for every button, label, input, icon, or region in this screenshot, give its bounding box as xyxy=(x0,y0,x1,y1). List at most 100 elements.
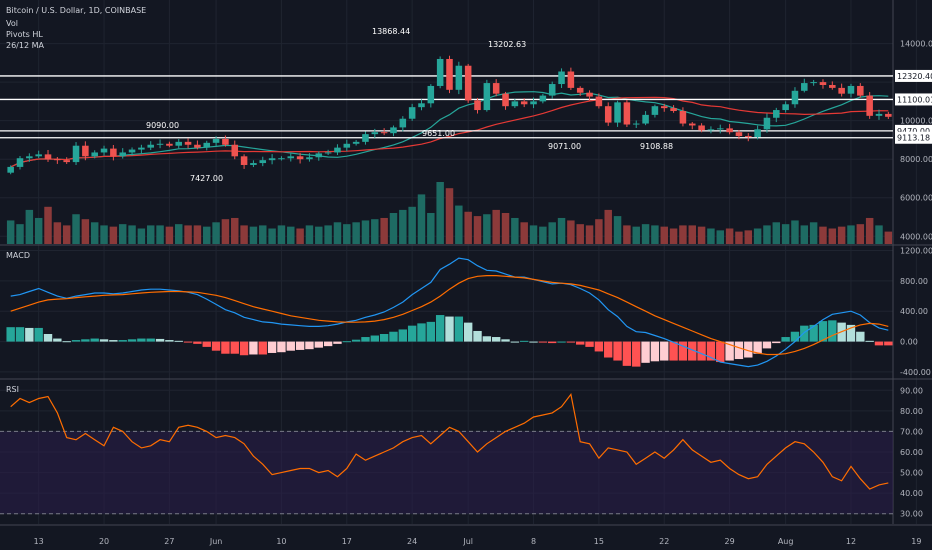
candle[interactable] xyxy=(474,97,481,114)
candle[interactable] xyxy=(352,139,360,146)
candle[interactable] xyxy=(91,150,98,159)
candle[interactable] xyxy=(483,79,491,112)
candle[interactable] xyxy=(296,152,304,164)
candle[interactable] xyxy=(773,107,780,123)
candle[interactable] xyxy=(698,123,705,133)
candle[interactable] xyxy=(726,123,733,135)
candle[interactable] xyxy=(502,91,509,110)
candle[interactable] xyxy=(688,121,696,130)
candle[interactable] xyxy=(268,154,276,165)
candle[interactable] xyxy=(801,78,808,93)
candle[interactable] xyxy=(875,109,883,120)
candle[interactable] xyxy=(306,153,313,162)
candle[interactable] xyxy=(54,156,61,164)
candle[interactable] xyxy=(464,63,472,103)
candle[interactable] xyxy=(82,141,89,161)
candle[interactable] xyxy=(35,150,42,159)
candle[interactable] xyxy=(110,144,117,161)
candle[interactable] xyxy=(735,129,743,140)
candle[interactable] xyxy=(259,156,267,167)
candle[interactable] xyxy=(576,86,584,96)
candle[interactable] xyxy=(334,144,341,156)
candle[interactable] xyxy=(138,144,145,154)
candle[interactable] xyxy=(362,131,369,145)
candle[interactable] xyxy=(791,87,799,108)
candle[interactable] xyxy=(147,141,154,151)
candle[interactable] xyxy=(418,99,425,111)
candle[interactable] xyxy=(408,103,416,121)
candle[interactable] xyxy=(128,147,136,156)
candle[interactable] xyxy=(530,97,537,109)
candle[interactable] xyxy=(44,149,52,162)
macd-histogram-bar xyxy=(660,341,669,361)
candle[interactable] xyxy=(782,101,789,113)
candle[interactable] xyxy=(838,83,845,97)
candle[interactable] xyxy=(455,61,463,95)
candle[interactable] xyxy=(567,67,575,91)
candle-body xyxy=(231,144,239,157)
candle[interactable] xyxy=(651,104,659,118)
candle[interactable] xyxy=(866,92,873,119)
candle[interactable] xyxy=(558,68,565,89)
candle[interactable] xyxy=(194,140,201,150)
candle[interactable] xyxy=(717,124,724,134)
candle[interactable] xyxy=(745,133,752,142)
candle[interactable] xyxy=(586,90,593,101)
candle[interactable] xyxy=(436,56,444,89)
candle[interactable] xyxy=(324,149,332,155)
candle[interactable] xyxy=(166,141,173,148)
candle[interactable] xyxy=(72,142,80,166)
candle[interactable] xyxy=(446,55,453,94)
candle[interactable] xyxy=(642,111,649,126)
candle[interactable] xyxy=(175,139,182,149)
candle[interactable] xyxy=(212,136,220,147)
candle[interactable] xyxy=(119,148,126,159)
candle[interactable] xyxy=(184,138,192,149)
candle[interactable] xyxy=(16,155,24,170)
candle[interactable] xyxy=(203,140,211,151)
candle[interactable] xyxy=(380,128,388,136)
candle[interactable] xyxy=(810,79,817,86)
candle[interactable] xyxy=(222,135,229,147)
candle[interactable] xyxy=(427,84,435,108)
candle[interactable] xyxy=(520,98,528,108)
candle[interactable] xyxy=(539,93,547,104)
candle[interactable] xyxy=(315,151,323,161)
candle[interactable] xyxy=(604,102,612,126)
candle[interactable] xyxy=(707,126,715,134)
candle[interactable] xyxy=(390,125,397,137)
candles[interactable] xyxy=(7,55,892,175)
candle[interactable] xyxy=(343,139,351,152)
candle-body xyxy=(128,149,136,153)
candle[interactable] xyxy=(679,107,687,127)
candle[interactable] xyxy=(670,105,677,113)
candle[interactable] xyxy=(548,81,556,99)
candle[interactable] xyxy=(7,165,14,175)
candle[interactable] xyxy=(100,145,108,156)
candle[interactable] xyxy=(231,140,239,160)
candle[interactable] xyxy=(847,83,855,98)
candle[interactable] xyxy=(371,128,379,138)
candle[interactable] xyxy=(399,116,407,132)
candle[interactable] xyxy=(278,156,285,161)
candle[interactable] xyxy=(511,98,519,108)
candle[interactable] xyxy=(632,120,640,128)
candle[interactable] xyxy=(492,79,500,97)
candle[interactable] xyxy=(156,139,164,149)
candle[interactable] xyxy=(885,111,892,119)
candle[interactable] xyxy=(660,103,668,112)
candle[interactable] xyxy=(240,154,248,169)
candle[interactable] xyxy=(819,79,827,89)
candle[interactable] xyxy=(763,113,771,133)
candle[interactable] xyxy=(250,160,257,168)
candle[interactable] xyxy=(287,153,295,162)
candle[interactable] xyxy=(595,93,603,109)
candle[interactable] xyxy=(614,100,621,127)
candle[interactable] xyxy=(857,83,864,98)
candle[interactable] xyxy=(26,153,33,162)
candle[interactable] xyxy=(829,81,836,90)
candle[interactable] xyxy=(754,125,761,140)
candle[interactable] xyxy=(63,157,70,164)
candle[interactable] xyxy=(623,99,631,127)
